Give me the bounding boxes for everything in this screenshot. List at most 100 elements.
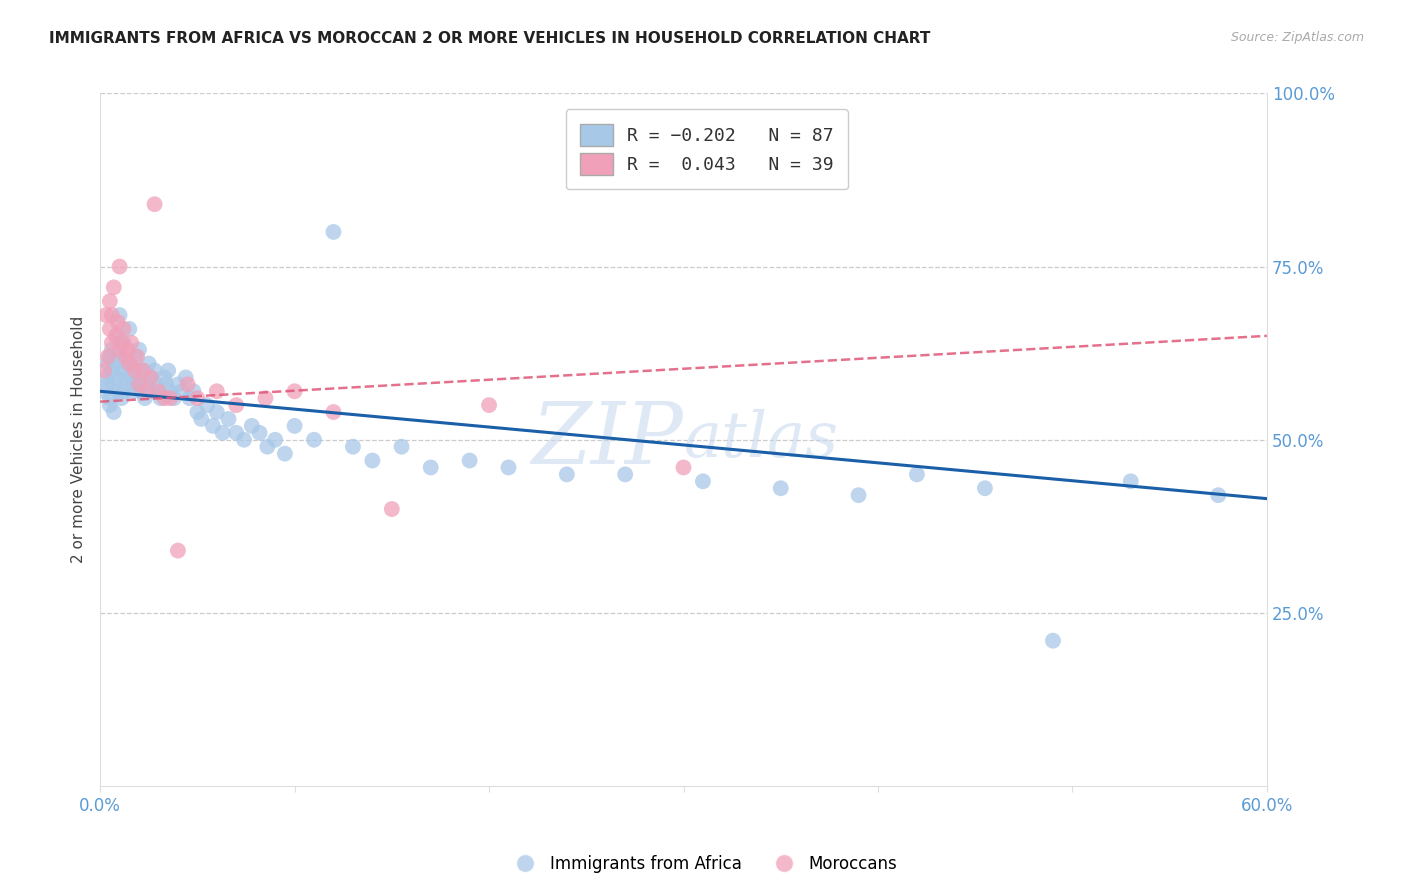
Point [905, 467, 928, 482]
Point [1119, 475, 1142, 489]
Point [195, 398, 218, 412]
Point [1042, 633, 1064, 648]
Legend: Immigrants from Africa, Moroccans: Immigrants from Africa, Moroccans [502, 848, 904, 880]
Point [848, 488, 870, 502]
Point [125, 363, 148, 377]
Point [159, 391, 181, 405]
Point [264, 433, 287, 447]
Point [114, 350, 136, 364]
Point [361, 453, 384, 467]
Point [97, 350, 120, 364]
Point [284, 384, 307, 399]
Point [157, 363, 180, 377]
Point [101, 363, 124, 377]
Point [284, 418, 307, 433]
Point [159, 384, 181, 399]
Point [118, 357, 141, 371]
Point [98, 398, 121, 412]
Point [110, 391, 132, 405]
Point [183, 384, 205, 399]
Point [201, 418, 224, 433]
Legend: R = −0.202   N = 87, R =  0.043   N = 39: R = −0.202 N = 87, R = 0.043 N = 39 [565, 110, 848, 189]
Point [139, 370, 162, 384]
Point [98, 391, 121, 405]
Point [132, 363, 155, 377]
Point [205, 405, 228, 419]
Point [124, 350, 146, 364]
Point [101, 343, 124, 357]
Point [225, 398, 247, 412]
Point [143, 197, 166, 211]
Point [112, 322, 135, 336]
Point [148, 384, 170, 399]
Point [179, 391, 201, 405]
Point [103, 377, 125, 392]
Point [112, 384, 135, 399]
Point [124, 377, 146, 392]
Point [103, 280, 125, 294]
Point [104, 370, 127, 384]
Point [107, 315, 129, 329]
Point [107, 384, 129, 399]
Point [104, 357, 127, 371]
Point [110, 363, 132, 377]
Point [614, 467, 637, 482]
Point [98, 322, 121, 336]
Point [118, 357, 141, 371]
Point [478, 398, 501, 412]
Point [167, 543, 190, 558]
Point [148, 384, 170, 399]
Point [186, 405, 208, 419]
Point [104, 328, 127, 343]
Point [120, 335, 142, 350]
Point [249, 425, 271, 440]
Point [211, 425, 233, 440]
Point [233, 433, 256, 447]
Point [122, 384, 145, 399]
Point [93, 363, 115, 377]
Point [110, 335, 132, 350]
Point [342, 440, 364, 454]
Text: Source: ZipAtlas.com: Source: ZipAtlas.com [1230, 31, 1364, 45]
Point [302, 433, 325, 447]
Point [190, 412, 212, 426]
Point [256, 440, 278, 454]
Point [1206, 488, 1229, 502]
Point [974, 481, 997, 495]
Point [149, 391, 172, 405]
Point [498, 460, 520, 475]
Point [94, 370, 117, 384]
Point [135, 377, 157, 392]
Point [120, 370, 142, 384]
Point [139, 370, 162, 384]
Point [108, 350, 131, 364]
Point [128, 377, 150, 392]
Point [112, 335, 135, 350]
Point [143, 363, 166, 377]
Point [142, 384, 165, 399]
Point [153, 370, 176, 384]
Point [124, 363, 146, 377]
Point [170, 384, 193, 399]
Point [101, 335, 124, 350]
Point [135, 384, 157, 399]
Point [186, 391, 208, 405]
Point [108, 308, 131, 322]
Point [108, 260, 131, 274]
Point [108, 343, 131, 357]
Point [125, 350, 148, 364]
Point [155, 377, 177, 392]
Text: atlas: atlas [683, 409, 838, 471]
Point [97, 357, 120, 371]
Point [114, 357, 136, 371]
Point [692, 475, 714, 489]
Point [769, 481, 792, 495]
Point [103, 405, 125, 419]
Point [138, 357, 160, 371]
Point [555, 467, 578, 482]
Point [153, 391, 176, 405]
Point [117, 343, 139, 357]
Point [322, 405, 344, 419]
Point [458, 453, 481, 467]
Point [101, 308, 124, 322]
